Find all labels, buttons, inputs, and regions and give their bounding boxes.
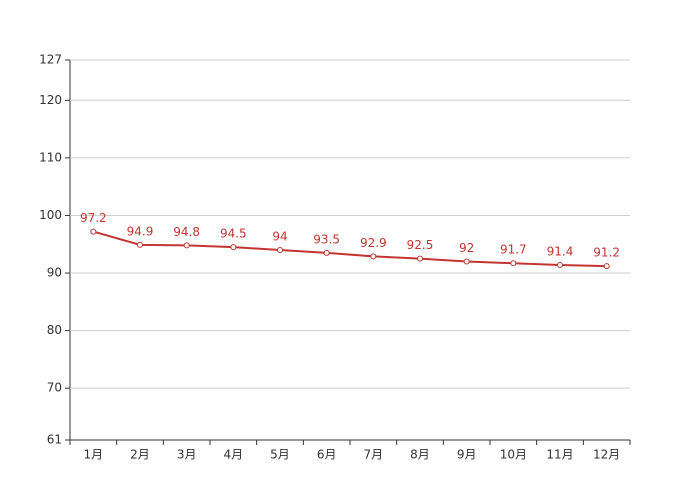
value-label: 92 <box>459 241 474 255</box>
line <box>93 230 607 268</box>
point <box>230 244 237 251</box>
value-label: 94.9 <box>127 224 154 238</box>
y-tick-label: 90 <box>47 266 62 280</box>
point <box>323 249 330 256</box>
point <box>510 260 517 267</box>
value-label: 92.9 <box>360 236 387 250</box>
y-tick-label: 120 <box>39 93 62 107</box>
x-tick-label: 11月 <box>546 448 573 462</box>
y-tick-label: 80 <box>47 323 62 337</box>
value-label: 91.4 <box>547 244 574 258</box>
point <box>463 258 470 265</box>
point <box>557 261 563 268</box>
value-label: 93.5 <box>313 232 340 246</box>
point <box>90 228 97 235</box>
x-tick-label: 4月 <box>224 448 244 462</box>
x-tick-label: 5月 <box>270 448 290 462</box>
point <box>183 242 190 249</box>
y-tick-label: 127 <box>39 53 62 67</box>
x-tick-label: 3月 <box>177 448 197 462</box>
point <box>417 255 423 262</box>
x-tick-label: 2月 <box>130 448 150 462</box>
y-tick-label: 110 <box>39 150 62 164</box>
value-label: 94.8 <box>173 225 200 239</box>
y-tick-label: 70 <box>47 381 62 395</box>
point <box>370 253 377 260</box>
x-tick-label: 1月 <box>84 448 104 462</box>
value-label: 94 <box>272 230 287 244</box>
y-tick-label: 100 <box>39 208 62 222</box>
x-tick-label: 12月 <box>593 448 620 462</box>
value-label: 91.2 <box>593 246 620 260</box>
value-label: 92.5 <box>407 238 434 252</box>
value-label: 97.2 <box>80 211 107 225</box>
x-tick-label: 10月 <box>500 448 527 462</box>
x-tick-label: 6月 <box>317 448 337 462</box>
x-tick-label: 7月 <box>364 448 384 462</box>
x-tick-label: 8月 <box>410 448 430 462</box>
point <box>277 247 283 253</box>
y-tick-label: 61 <box>47 433 62 447</box>
point <box>603 263 610 270</box>
x-tick-label: 9月 <box>457 448 477 462</box>
value-label: 94.5 <box>220 227 247 241</box>
value-label: 91.7 <box>500 243 527 257</box>
point <box>137 241 143 248</box>
